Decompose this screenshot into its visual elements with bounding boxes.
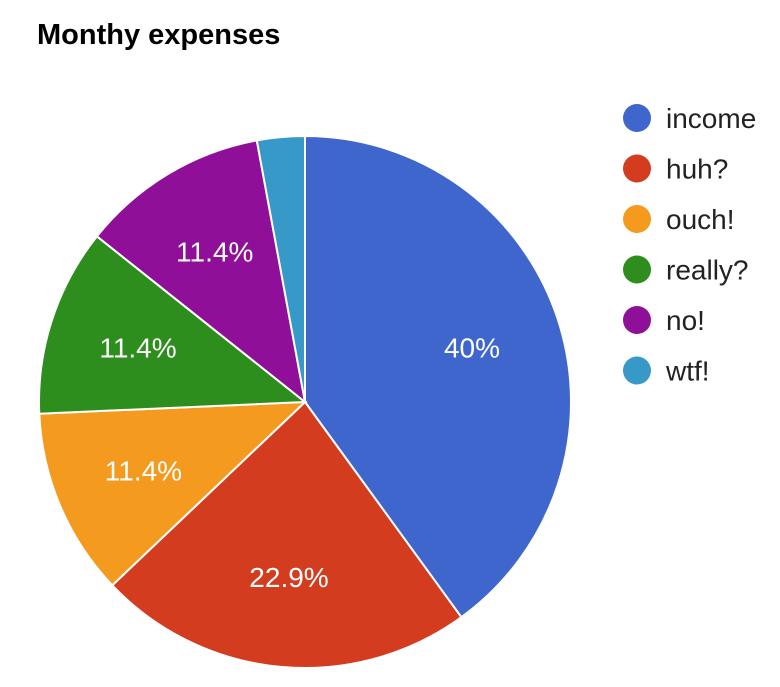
legend-swatch — [623, 205, 651, 233]
legend-label: really? — [666, 255, 748, 286]
slice-labels: 40% 22.9% 11.4% 11.4% 11.4% — [99, 237, 500, 593]
pie-slice-huh — [110, 400, 463, 669]
legend-item-ouch: ouch! — [623, 204, 735, 235]
slice-label-income: 40% — [444, 333, 500, 364]
legend-label: ouch! — [666, 204, 735, 235]
legend-swatch — [623, 356, 651, 385]
legend-item-really: really? — [623, 255, 748, 286]
legend-item-no: no! — [623, 305, 705, 336]
legend-item-huh: huh? — [623, 154, 728, 185]
legend-item-income: income — [623, 103, 756, 134]
legend-swatch — [623, 104, 651, 132]
legend-label: income — [666, 103, 756, 134]
slice-label-ouch: 11.4% — [105, 456, 182, 487]
pie-slice-income — [304, 134, 572, 619]
legend-label: wtf! — [665, 356, 710, 387]
legend-swatch — [623, 154, 651, 183]
legend-swatch — [623, 306, 651, 334]
chart-title: Monthy expenses — [37, 19, 280, 51]
legend-item-wtf: wtf! — [623, 356, 710, 387]
legend: income huh? ouch! really? no! wtf! — [623, 103, 756, 387]
slice-label-really: 11.4% — [99, 333, 176, 364]
slice-label-no: 11.4% — [176, 237, 253, 268]
pie-slice-no — [95, 139, 307, 405]
pie-slice-ouch — [38, 400, 308, 587]
pie-slice-really — [38, 234, 308, 415]
legend-label: no! — [666, 305, 705, 336]
pie-slice-wtf — [255, 134, 306, 403]
slice-label-huh: 22.9% — [249, 562, 328, 593]
pie-slices — [38, 134, 572, 669]
legend-swatch — [623, 255, 651, 284]
legend-label: huh? — [666, 154, 728, 185]
